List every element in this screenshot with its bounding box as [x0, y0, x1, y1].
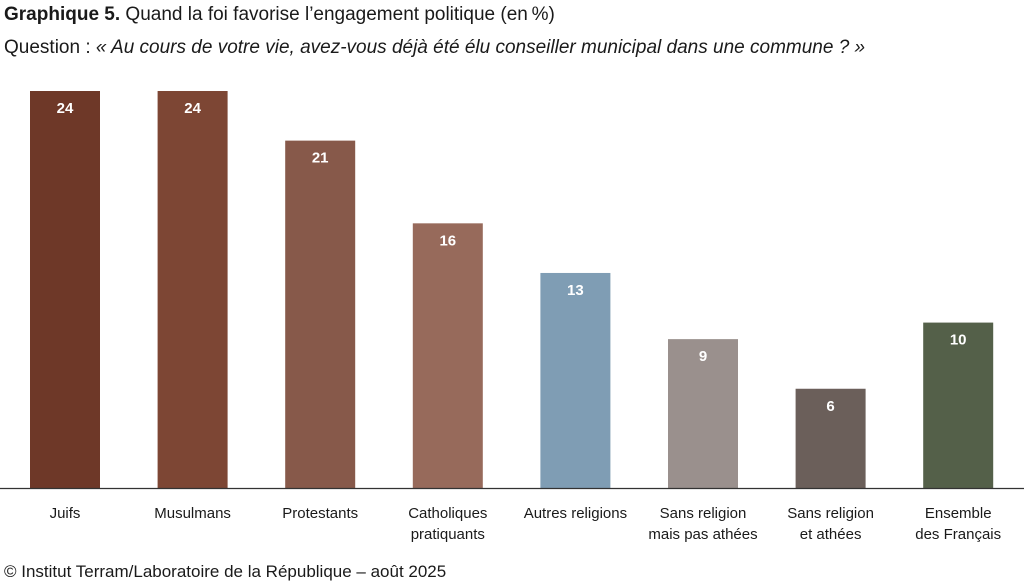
bar: [412, 223, 483, 489]
bar-value-label: 13: [567, 282, 584, 299]
chart-title: Graphique 5. Quand la foi favorise l’eng…: [4, 4, 555, 26]
source-note: © Institut Terram/Laboratoire de la Répu…: [4, 562, 447, 581]
bar-value-label: 9: [699, 348, 707, 365]
category-label: Protestants: [282, 505, 358, 522]
bar-value-label: 16: [439, 232, 456, 249]
bar: [30, 91, 100, 488]
category-label: Catholiques pratiquants: [408, 505, 487, 543]
bar: [540, 272, 611, 488]
bar-value-label: 6: [826, 398, 834, 415]
category-label: Ensemble des Français: [915, 505, 1001, 543]
chart-title-text: Quand la foi favorise l’engagement polit…: [125, 4, 555, 25]
category-label: Juifs: [50, 505, 81, 522]
question-prefix: Question :: [4, 37, 91, 58]
bar-value-label: 24: [184, 100, 201, 117]
bar: [157, 91, 228, 488]
chart-subtitle: Question : « Au cours de votre vie, avez…: [4, 37, 865, 59]
question-text: « Au cours de votre vie, avez-vous déjà …: [95, 37, 866, 58]
bar-value-label: 24: [57, 100, 74, 117]
category-label: Sans religion et athées: [787, 505, 874, 543]
category-label: Musulmans: [154, 505, 231, 522]
bar: [668, 339, 738, 488]
bar-value-label: 21: [312, 150, 329, 167]
category-label: Sans religion mais pas athées: [648, 505, 757, 543]
category-label: Autres religions: [524, 505, 627, 522]
bar: [923, 322, 994, 488]
bar: [795, 388, 866, 488]
bar-value-label: 10: [950, 332, 967, 349]
chart-title-prefix: Graphique 5.: [4, 4, 121, 25]
bar: [285, 140, 356, 488]
